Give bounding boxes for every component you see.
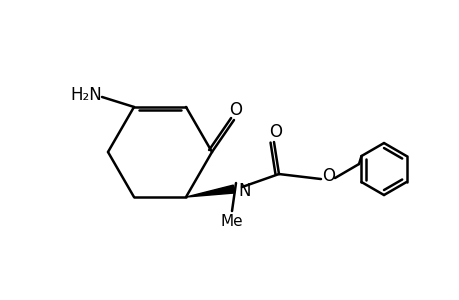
- Text: O: O: [322, 167, 335, 185]
- Text: O: O: [229, 101, 242, 119]
- Polygon shape: [185, 185, 234, 197]
- Text: N: N: [237, 182, 250, 200]
- Text: O: O: [269, 123, 282, 141]
- Text: Me: Me: [220, 214, 243, 229]
- Text: H₂N: H₂N: [70, 86, 101, 104]
